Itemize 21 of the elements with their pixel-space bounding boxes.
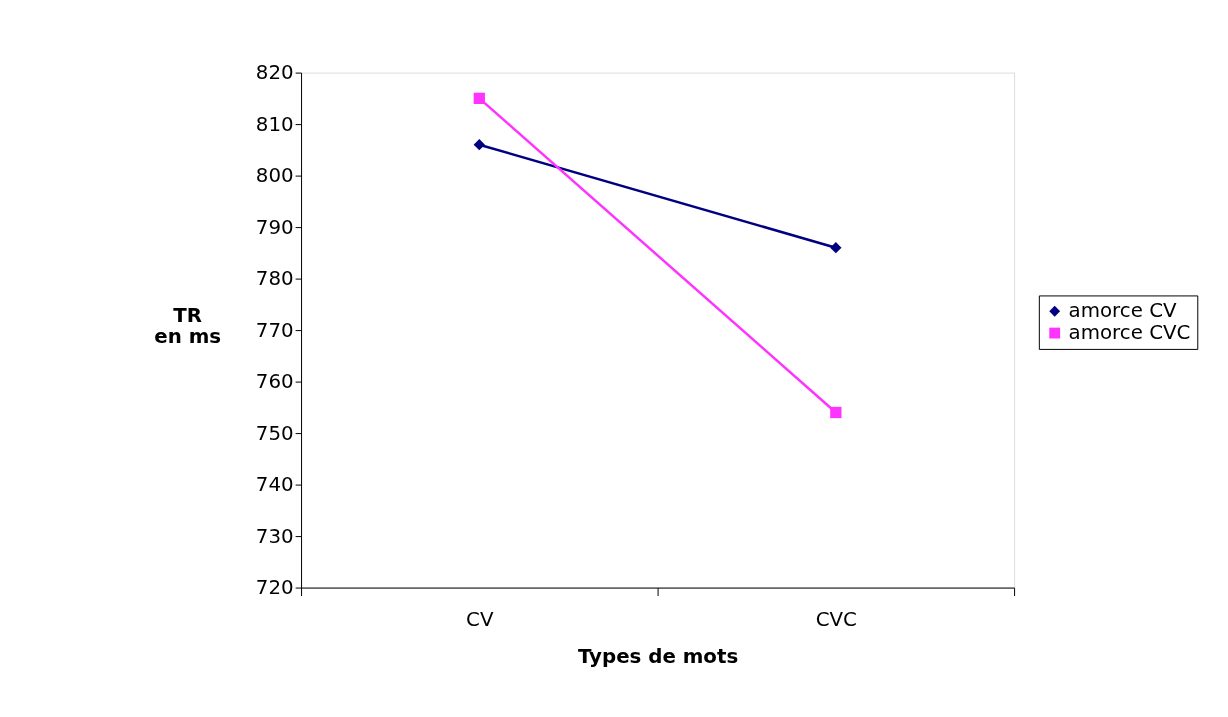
point (830, 242, 842, 254)
y-tick-label: 770 (255, 318, 294, 342)
y-tick-label: 780 (255, 267, 294, 291)
y-tick-label: 800 (255, 164, 294, 188)
legend-label: amorce CV (1068, 299, 1177, 323)
y-tick-label: 730 (255, 524, 294, 548)
legend-label: amorce CVC (1068, 321, 1191, 345)
y-tick-label: 760 (255, 370, 294, 394)
y-tick-label: 790 (255, 215, 294, 239)
y-axis-title: TR en ms (154, 303, 222, 349)
x-tick-label: CVC (815, 607, 857, 631)
y-tick-label: 740 (255, 473, 294, 497)
x-axis-title: Types de mots (577, 645, 739, 669)
y-tick-label: 820 (255, 61, 294, 85)
y-tick-label: 810 (255, 112, 294, 136)
x-tick-label: CV (466, 607, 494, 631)
y-tick-label: 720 (255, 576, 294, 600)
y-tick-label: 750 (255, 421, 294, 445)
point (473, 92, 485, 105)
point (830, 406, 842, 419)
point (473, 139, 485, 151)
